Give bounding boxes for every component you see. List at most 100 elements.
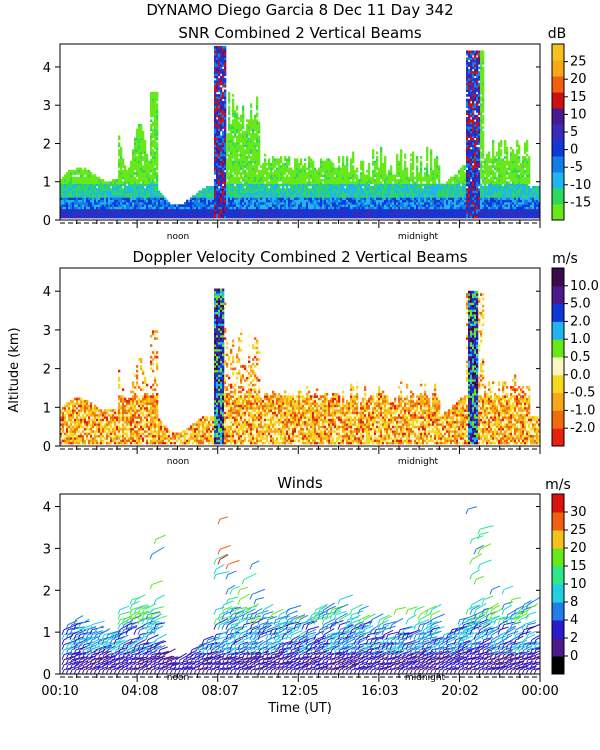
snr-cell xyxy=(464,192,467,196)
snr-cell xyxy=(340,211,343,214)
snr-cell xyxy=(230,130,233,134)
snr-cell xyxy=(130,211,133,214)
snr-cell xyxy=(328,179,331,182)
snr-cell xyxy=(394,206,397,210)
snr-cell xyxy=(86,199,89,203)
snr-cell xyxy=(218,160,221,164)
snr-cell xyxy=(224,48,227,51)
snr-cell xyxy=(254,190,257,194)
snr-cell xyxy=(448,206,451,210)
snr-cell xyxy=(372,185,375,189)
snr-cell xyxy=(206,195,209,198)
snr-cell xyxy=(182,213,185,217)
snr-cell xyxy=(92,190,95,194)
snr-cell xyxy=(220,80,223,83)
snr-cell xyxy=(218,114,221,118)
snr-cell xyxy=(158,195,161,198)
snr-cell xyxy=(246,190,249,194)
snr-cell xyxy=(220,75,223,79)
snr-cell xyxy=(144,156,147,159)
snr-cell xyxy=(218,165,221,168)
snr-cell xyxy=(324,208,327,212)
snr-cell xyxy=(416,167,419,171)
snr-cell xyxy=(102,199,105,203)
snr-cell xyxy=(232,123,235,127)
snr-cell xyxy=(384,172,387,175)
snr-cell xyxy=(136,174,139,178)
snr-cell xyxy=(222,179,225,182)
snr-cell xyxy=(152,174,155,178)
snr-cell xyxy=(346,213,349,217)
snr-cell xyxy=(350,190,353,194)
snr-cell xyxy=(110,190,113,194)
snr-cell xyxy=(226,146,229,150)
snr-cell xyxy=(206,213,209,217)
snr-cell xyxy=(228,146,231,150)
snr-cell xyxy=(244,192,247,196)
snr-cell xyxy=(138,172,141,175)
snr-cell xyxy=(250,135,253,139)
snr-cell xyxy=(272,188,275,191)
snr-cell xyxy=(256,202,259,205)
snr-cell xyxy=(208,215,211,219)
snr-cell xyxy=(220,213,223,217)
snr-cell xyxy=(430,183,433,187)
snr-cell xyxy=(294,172,297,175)
snr-cell xyxy=(232,190,235,194)
snr-cell xyxy=(144,167,147,171)
snr-cell xyxy=(406,169,409,173)
snr-cell xyxy=(394,183,397,187)
snr-cell xyxy=(314,197,317,201)
snr-cell xyxy=(150,169,153,173)
snr-cell xyxy=(216,98,219,102)
snr-cell xyxy=(150,167,153,171)
snr-cell xyxy=(256,133,259,136)
snr-cell xyxy=(244,190,247,194)
snr-cell xyxy=(250,199,253,203)
snr-cell xyxy=(398,197,401,201)
snr-cell xyxy=(412,176,415,180)
snr-cell xyxy=(234,165,237,168)
snr-cell xyxy=(202,204,205,207)
snr-cell xyxy=(270,208,273,212)
snr-cell xyxy=(132,215,135,219)
snr-cell xyxy=(70,174,73,178)
snr-cell xyxy=(98,179,101,182)
snr-cell xyxy=(160,199,163,203)
snr-cell xyxy=(320,206,323,210)
snr-cell xyxy=(78,204,81,207)
snr-cell xyxy=(288,192,291,196)
snr-cell xyxy=(156,103,159,106)
snr-cell xyxy=(436,162,439,166)
snr-cell xyxy=(422,195,425,198)
snr-cell xyxy=(194,204,197,207)
snr-cell xyxy=(134,179,137,182)
snr-cell xyxy=(90,195,93,198)
snr-cell xyxy=(330,160,333,164)
snr-cell xyxy=(154,181,157,184)
snr-cell xyxy=(376,204,379,207)
snr-cell xyxy=(450,213,453,217)
snr-cell xyxy=(366,208,369,212)
snr-cell xyxy=(226,215,229,219)
snr-cell xyxy=(112,181,115,184)
snr-cell xyxy=(186,199,189,203)
snr-cell xyxy=(198,202,201,205)
snr-cell xyxy=(216,140,219,143)
snr-cell xyxy=(406,181,409,184)
snr-cell xyxy=(88,202,91,205)
snr-cell xyxy=(150,160,153,164)
snr-cell xyxy=(438,176,441,180)
snr-cell xyxy=(316,208,319,212)
snr-cell xyxy=(154,206,157,210)
snr-cell xyxy=(450,190,453,194)
snr-cell xyxy=(326,192,329,196)
snr-cell xyxy=(436,174,439,178)
snr-cell xyxy=(224,110,227,113)
snr-cell xyxy=(164,215,167,219)
snr-cell xyxy=(320,158,323,161)
snr-cell xyxy=(204,208,207,212)
snr-cell xyxy=(452,199,455,203)
snr-cell xyxy=(256,149,259,152)
snr-cell xyxy=(420,160,423,164)
